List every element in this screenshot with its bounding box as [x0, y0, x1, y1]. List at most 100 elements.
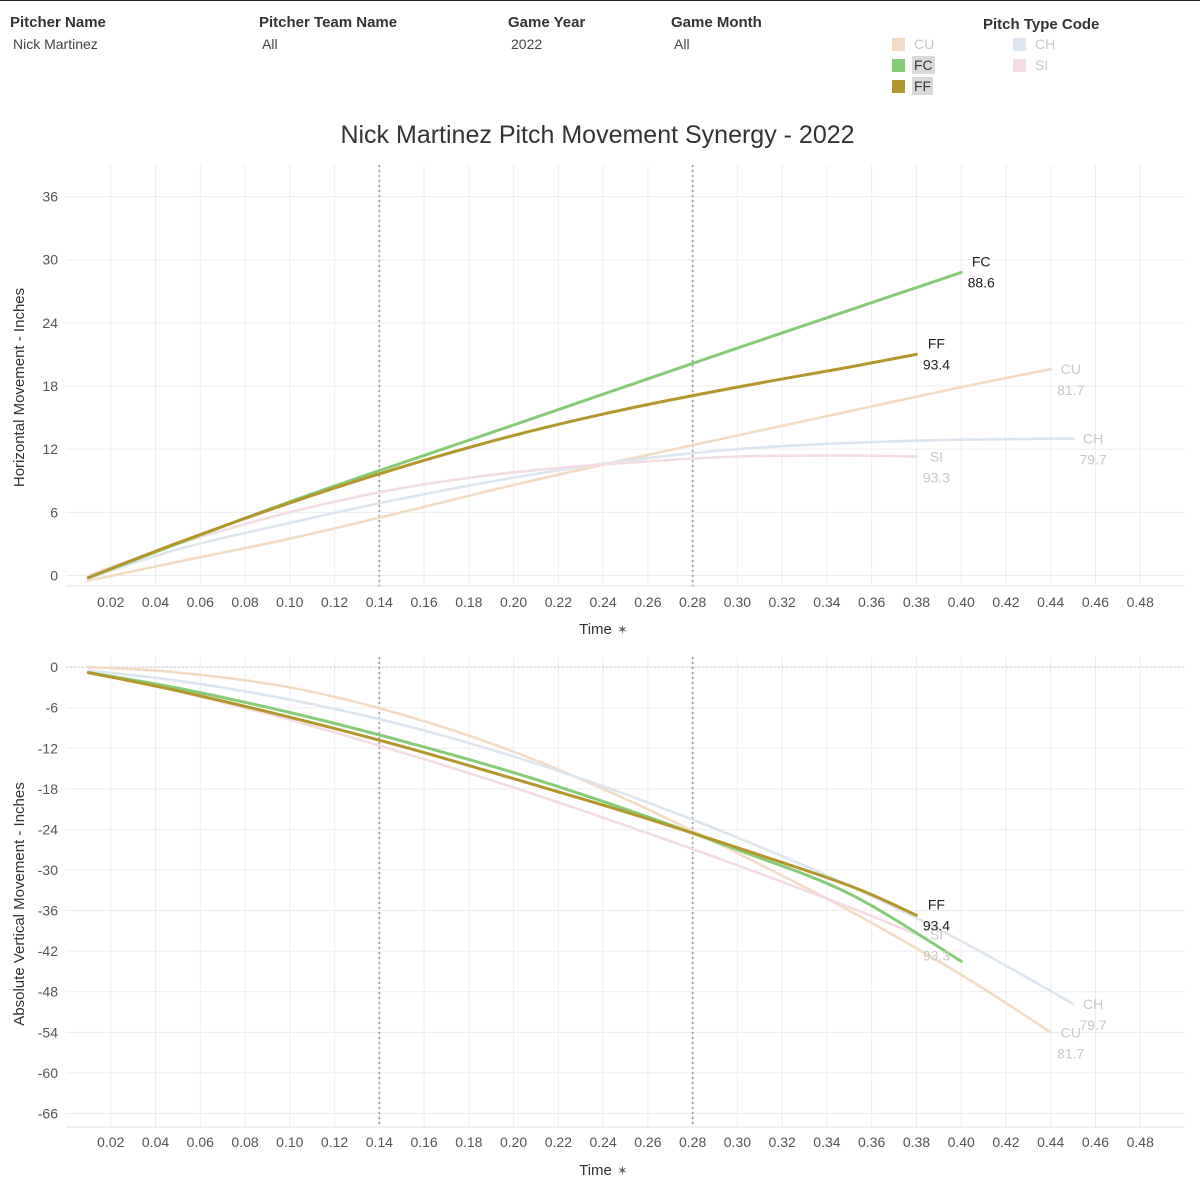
x-tick-label: 0.04	[142, 1134, 169, 1150]
x-tick-label: 0.24	[589, 1134, 616, 1150]
x-tick-label: 0.10	[276, 1134, 303, 1150]
data-label-ch-speed: 79.7	[1079, 1017, 1106, 1033]
chart-title: Nick Martinez Pitch Movement Synergy - 2…	[340, 121, 855, 149]
x-tick-label: 0.12	[321, 1134, 348, 1150]
y-tick-label: 0	[50, 659, 58, 675]
data-label-cu-speed: 81.7	[1057, 382, 1084, 398]
legend-label: CH	[1035, 36, 1056, 52]
filter-value[interactable]: All	[262, 36, 278, 52]
legend-item-ff[interactable]: FF	[892, 76, 934, 96]
x-tick-label: 0.14	[366, 594, 393, 610]
filter-game-month[interactable]: Game Month All	[671, 14, 762, 52]
data-label-ch-code: CH	[1083, 996, 1103, 1012]
x-tick-label: 0.36	[858, 1134, 885, 1150]
chart-vertical: 0.02 0.04 0.06 0.08 0.10 0.12 0.14 0.16 0.18 0.20…	[11, 657, 1185, 1179]
series-line-ch	[87, 437, 1075, 580]
filter-value[interactable]: Nick Martinez	[13, 36, 98, 52]
x-axis-title: Time	[579, 1162, 612, 1179]
x-tick-label: 0.12	[321, 594, 348, 610]
x-tick-label: 0.32	[769, 1134, 796, 1150]
filter-label: Game Month	[671, 14, 762, 31]
filter-value[interactable]: 2022	[511, 36, 543, 52]
top-border	[0, 0, 1200, 1]
x-tick-label: 0.16	[410, 1134, 437, 1150]
x-tick-label: 0.32	[769, 594, 796, 610]
legend-label: FF	[912, 77, 934, 95]
data-label-cu-code: CU	[1061, 1024, 1081, 1040]
y-tick-label: 36	[42, 189, 58, 205]
data-label-si-speed: 93.3	[923, 470, 950, 486]
x-tick-label: 0.02	[97, 1134, 124, 1150]
x-tick-label: 0.46	[1082, 594, 1109, 610]
data-label-ch-code: CH	[1083, 431, 1103, 447]
x-tick-label: 0.44	[1037, 594, 1064, 610]
pin-icon: ✶	[617, 1163, 628, 1178]
y-tick-label: 0	[50, 567, 58, 583]
filter-label: Pitcher Team Name	[259, 14, 398, 31]
legend-label: CU	[914, 36, 935, 52]
legend-item-cu[interactable]: CU	[892, 34, 936, 54]
legend-swatch	[892, 79, 905, 93]
x-tick-label: 0.26	[634, 594, 661, 610]
data-label-cu-code: CU	[1061, 361, 1081, 377]
legend-item-si[interactable]: SI	[1013, 55, 1050, 75]
x-tick-label: 0.02	[97, 594, 124, 610]
series-line-cu	[87, 665, 1052, 1034]
x-tick-label: 0.40	[948, 594, 975, 610]
filter-value[interactable]: All	[674, 36, 690, 52]
filter-pitcher-name[interactable]: Pitcher Name Nick Martinez	[10, 14, 106, 52]
y-tick-label: -18	[38, 781, 58, 797]
y-tick-label: -6	[46, 700, 59, 716]
legend-title: Pitch Type Code	[983, 16, 1100, 33]
y-tick-label: -24	[38, 821, 58, 837]
y-tick-label: -30	[38, 862, 58, 878]
data-label-si-code: SI	[930, 926, 943, 942]
data-label-si-speed: 93.3	[923, 947, 950, 963]
y-tick-label: -66	[38, 1105, 58, 1121]
y-axis-title: Horizontal Movement - Inches	[11, 288, 28, 487]
legend-item-fc[interactable]: FC	[892, 55, 935, 75]
x-axis-title: Time	[579, 621, 612, 638]
x-tick-label: 0.34	[813, 594, 840, 610]
filter-label: Game Year	[508, 14, 586, 31]
data-label-ff-code: FF	[928, 335, 945, 351]
x-tick-label: 0.22	[545, 1134, 572, 1150]
x-tick-label: 0.22	[545, 594, 572, 610]
y-tick-label: 30	[42, 252, 58, 268]
data-label-fc-speed: 88.6	[968, 274, 995, 290]
x-tick-label: 0.28	[679, 1134, 706, 1150]
series-line-fc	[86, 671, 963, 963]
y-tick-label: 24	[42, 315, 58, 331]
x-tick-label: 0.48	[1127, 594, 1154, 610]
x-tick-label: 0.26	[634, 1134, 661, 1150]
series-line-si	[87, 671, 918, 936]
y-tick-label: 18	[42, 378, 58, 394]
x-tick-label: 0.06	[187, 594, 214, 610]
x-tick-label: 0.36	[858, 594, 885, 610]
data-label-fc-code: FC	[972, 253, 991, 269]
legend-swatch	[892, 58, 905, 72]
filter-pitcher-team-name[interactable]: Pitcher Team Name All	[259, 14, 397, 52]
x-tick-label: 0.06	[187, 1134, 214, 1150]
x-tick-label: 0.42	[992, 594, 1019, 610]
x-tick-label: 0.30	[724, 594, 751, 610]
legend-swatch	[1013, 58, 1026, 72]
x-tick-label: 0.34	[813, 1134, 840, 1150]
legend-label: FC	[912, 56, 935, 74]
y-tick-label: -60	[38, 1065, 58, 1081]
legend-swatch	[1013, 37, 1026, 51]
x-tick-label: 0.46	[1082, 1134, 1109, 1150]
x-tick-label: 0.38	[903, 594, 930, 610]
legend-item-ch[interactable]: CH	[1013, 34, 1057, 54]
y-axis-title: Absolute Vertical Movement - Inches	[11, 782, 28, 1025]
x-tick-label: 0.28	[679, 594, 706, 610]
gridlines	[66, 657, 1185, 1127]
y-tick-label: -54	[38, 1024, 58, 1040]
pin-icon: ✶	[617, 622, 628, 637]
legend-swatch	[892, 37, 905, 51]
data-label-ch-speed: 79.7	[1079, 452, 1106, 468]
x-tick-label: 0.30	[724, 1134, 751, 1150]
series-line-ff	[86, 671, 918, 917]
filter-game-year[interactable]: Game Year 2022	[508, 14, 585, 52]
